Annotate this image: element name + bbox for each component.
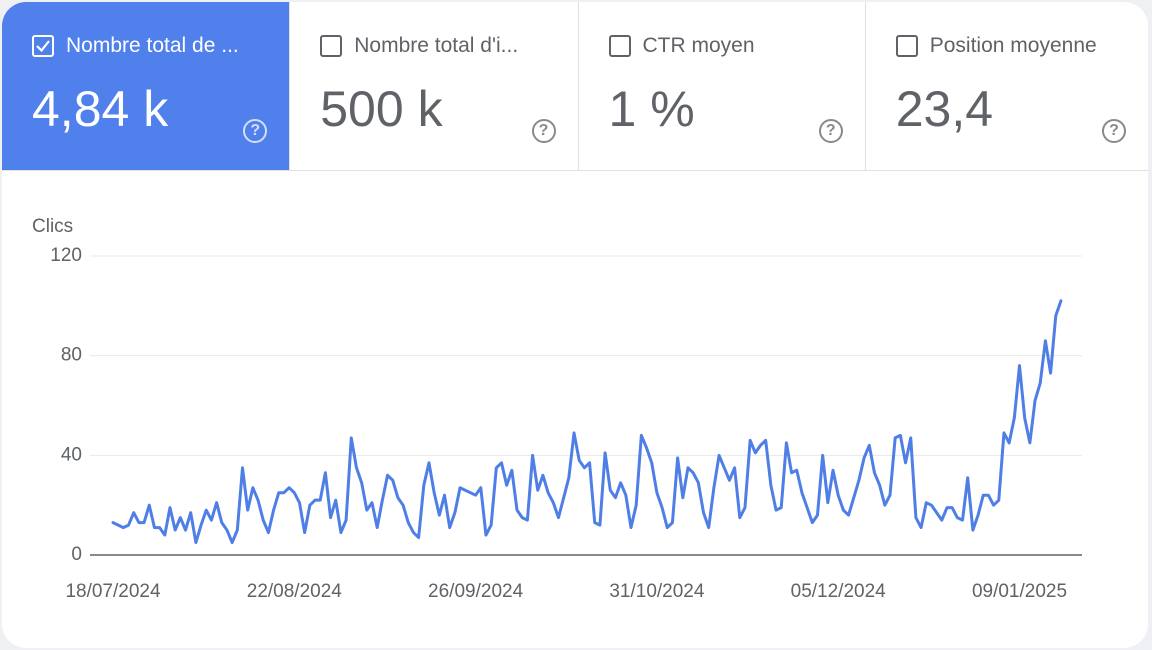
chart: Clics 0 40 80 120 18/07/2024 22/08/2024 26/09/…: [32, 216, 1082, 602]
checkbox[interactable]: [895, 35, 918, 57]
metric-card[interactable]: Nombre total de ... 4,84 k ?: [2, 2, 291, 170]
metric-value: 1 %: [608, 81, 695, 137]
metric-value: 4,84 k: [32, 81, 169, 137]
checkbox[interactable]: [608, 35, 631, 57]
y-axis-title: Clics: [32, 216, 73, 237]
data-line: [111, 299, 1063, 545]
metric-label: Nombre total de ...: [66, 34, 239, 57]
y-tick-label: 40: [61, 444, 82, 465]
metric-label: CTR moyen: [642, 34, 755, 57]
x-tick-label: 09/01/2025: [972, 581, 1067, 602]
help-icon[interactable]: ?: [818, 119, 843, 143]
y-tick-label: 80: [61, 345, 82, 366]
metric-label: Position moyenne: [929, 34, 1097, 57]
metric-cards: Nombre total de ... 4,84 k ? Nombre tota…: [2, 2, 1148, 171]
metric-card[interactable]: CTR moyen 1 % ?: [578, 2, 866, 170]
check-icon: [36, 40, 50, 53]
y-tick-label: 0: [71, 544, 82, 565]
metric-value: 500 k: [320, 81, 443, 137]
x-tick-label: 26/09/2024: [428, 581, 524, 602]
metric-value: 23,4: [895, 81, 994, 137]
help-icon[interactable]: ?: [243, 119, 268, 143]
metric-card[interactable]: Position moyenne 23,4 ?: [865, 2, 1148, 170]
checkbox[interactable]: [32, 35, 54, 57]
help-icon[interactable]: ?: [1102, 119, 1127, 143]
metric-label: Nombre total d'i...: [354, 34, 519, 57]
x-tick-label: 22/08/2024: [247, 581, 343, 602]
checkbox[interactable]: [320, 35, 343, 57]
y-tick-label: 120: [50, 245, 82, 266]
metric-card[interactable]: Nombre total d'i... 500 k ?: [290, 2, 579, 170]
x-tick-label: 18/07/2024: [65, 581, 161, 602]
help-icon[interactable]: ?: [531, 119, 556, 143]
x-tick-label: 05/12/2024: [791, 581, 887, 602]
x-tick-label: 31/10/2024: [609, 581, 705, 602]
